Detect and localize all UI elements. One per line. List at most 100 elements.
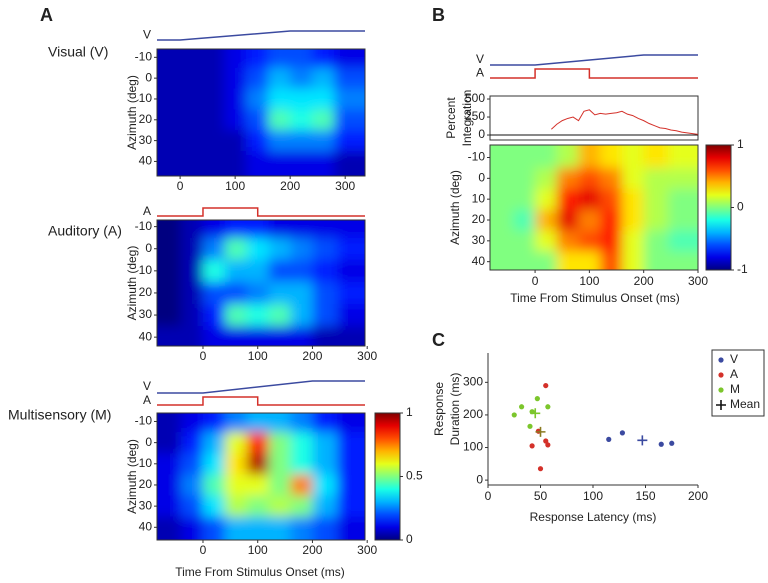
- y-tick-label: -10: [135, 414, 153, 428]
- colorbar: [374, 412, 401, 541]
- heatmap-cell: [202, 109, 225, 131]
- heatmap-cell: [224, 516, 248, 540]
- y-tick-label: 10: [139, 263, 153, 277]
- x-tick-label: 100: [583, 489, 603, 503]
- stimulus-trace: [490, 68, 698, 79]
- heatmap-cell: [290, 130, 313, 152]
- y-tick-label: 0: [478, 171, 485, 185]
- heatmap-cell: [600, 167, 623, 190]
- y-tick-label: 20: [472, 212, 486, 226]
- heatmap-cell: [268, 453, 292, 475]
- heatmap-cell: [157, 281, 182, 305]
- stimulus-trace: [157, 396, 365, 406]
- heatmap-cell: [157, 259, 182, 283]
- heatmap-cell: [312, 413, 338, 433]
- heatmap-cell: [513, 209, 536, 231]
- heatmap-cell: [643, 145, 669, 169]
- heatmap-cell: [490, 167, 514, 190]
- heatmap-cell: [556, 230, 580, 252]
- heatmap-cell: [643, 251, 669, 270]
- heatmap-cell: [312, 88, 335, 110]
- heatmap-cell: [246, 67, 269, 90]
- heatmap-cell: [312, 109, 335, 131]
- heatmap-cell: [312, 474, 338, 497]
- x-tick-label: 300: [357, 349, 377, 363]
- heatmap-cell: [290, 259, 313, 283]
- y-tick-label: 0: [476, 472, 483, 486]
- heatmap-cell: [157, 151, 181, 176]
- heatmap-cell: [290, 49, 313, 69]
- y-tick-label: 20: [139, 285, 153, 299]
- y-axis-label: Azimuth (deg): [448, 170, 462, 245]
- heatmap-cell: [337, 516, 365, 540]
- heatmap-cell: [157, 495, 182, 518]
- heatmap-cell: [202, 49, 225, 69]
- heatmap-cell: [490, 188, 514, 211]
- heatmap-cell: [490, 209, 514, 231]
- heatmap-cell: [578, 251, 601, 270]
- heatmap-cell: [334, 109, 365, 131]
- integration-line: [551, 109, 699, 135]
- heatmap-cell: [157, 474, 182, 497]
- heatmap-cell: [202, 88, 225, 110]
- y-tick-label: 30: [139, 498, 153, 512]
- heatmap-cell: [202, 516, 226, 540]
- heatmap-cell: [337, 304, 365, 327]
- heatmap-cell: [643, 209, 669, 231]
- heatmap-cell: [268, 151, 291, 176]
- y-tick-label: -10: [468, 150, 486, 164]
- heatmap-cell: [202, 151, 225, 176]
- y-tick-label: 20: [139, 477, 153, 491]
- heatmap-cell: [621, 145, 645, 169]
- panel-title: Visual (V): [48, 44, 108, 60]
- heatmap-cell: [268, 474, 292, 497]
- x-tick-label: 200: [280, 179, 300, 193]
- stimulus-trace: [157, 30, 365, 41]
- heatmap-cell: [157, 432, 182, 454]
- heatmap-cell: [312, 151, 335, 176]
- heatmap-cell: [621, 251, 645, 270]
- colorbar: [705, 144, 732, 271]
- heatmap-cell: [224, 259, 248, 283]
- heatmap-cell: [578, 230, 601, 252]
- heatmap-cell: [556, 209, 580, 231]
- heatmap-cell: [181, 237, 204, 261]
- heatmap-cell: [334, 49, 365, 69]
- heatmap-cell: [312, 281, 338, 305]
- heatmap-cell: [334, 151, 365, 176]
- heatmap-cells: [157, 220, 365, 346]
- heatmap-cell: [224, 453, 248, 475]
- x-tick-label: 300: [688, 274, 708, 288]
- y-tick-label: 20: [139, 112, 153, 126]
- heatmap-cell: [180, 67, 203, 90]
- point: [527, 423, 533, 429]
- panel-label: A: [40, 5, 53, 25]
- legend-label: M: [730, 382, 740, 396]
- heatmap-cell: [312, 453, 338, 475]
- heatmap-cell: [337, 413, 365, 433]
- colorbar-tick-label: -1: [737, 262, 748, 276]
- heatmap-cell: [290, 67, 313, 90]
- y-axis-label: Azimuth (deg): [125, 439, 139, 514]
- heatmap-cells: [157, 413, 365, 540]
- heatmap-cell: [312, 259, 338, 283]
- heatmap-cell: [202, 474, 226, 497]
- heatmap-cell: [290, 432, 313, 454]
- heatmap-cell: [202, 413, 226, 433]
- heatmap-cell: [490, 145, 514, 169]
- y-tick-label: 40: [139, 154, 153, 168]
- heatmap-cell: [535, 188, 558, 211]
- x-axis-label: Time From Stimulus Onset (ms): [175, 565, 345, 579]
- x-tick-label: 0: [200, 349, 207, 363]
- heatmap-cell: [181, 304, 204, 327]
- heatmap-cell: [157, 413, 182, 433]
- panel-label: B: [432, 5, 445, 25]
- heatmap: [157, 220, 365, 346]
- heatmap-cell: [312, 220, 338, 239]
- heatmap-cell: [268, 237, 292, 261]
- heatmap-cell: [268, 130, 291, 152]
- heatmap-cell: [290, 453, 313, 475]
- heatmap-cell: [246, 49, 269, 69]
- heatmap-cell: [337, 281, 365, 305]
